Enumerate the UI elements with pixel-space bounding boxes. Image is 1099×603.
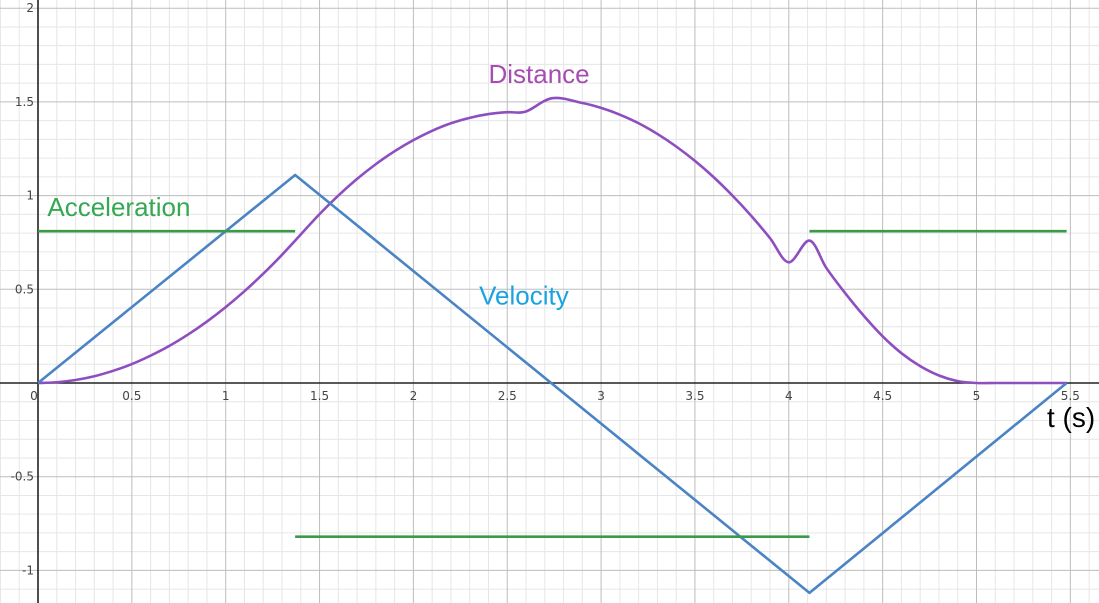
x-axis-title: t (s) xyxy=(1047,402,1095,433)
y-tick-label: 0.5 xyxy=(15,282,34,296)
y-tick-label: 1.5 xyxy=(15,95,34,109)
series-labels: Distance Velocity Acceleration xyxy=(47,59,589,310)
x-tick-label: 3 xyxy=(597,389,605,403)
y-tick-label: 1 xyxy=(26,189,34,203)
x-tick-label: 4 xyxy=(785,389,793,403)
x-tick-label: 4.5 xyxy=(873,389,892,403)
x-tick-label: 2.5 xyxy=(498,389,517,403)
velocity-line xyxy=(37,173,1068,595)
x-tick-label: 3.5 xyxy=(685,389,704,403)
y-tick-label: -0.5 xyxy=(11,470,34,484)
acceleration-label: Acceleration xyxy=(47,192,190,222)
x-tick-label: 1 xyxy=(222,389,230,403)
x-tick-label: 5.5 xyxy=(1061,389,1080,403)
x-tick-label: 0 xyxy=(30,389,38,403)
x-tick-label: 1.5 xyxy=(310,389,329,403)
x-tick-label: 0.5 xyxy=(122,389,141,403)
y-tick-label: -1 xyxy=(22,563,34,577)
y-tick-label: 2 xyxy=(26,1,34,15)
x-tick-label: 2 xyxy=(410,389,418,403)
tick-labels: 0 0.5 1 1.5 2 2.5 3 3.5 4 4.5 5 5.5 -1 -0.5 0.5 1 1.5 2 xyxy=(11,1,1080,577)
distance-line xyxy=(37,96,1067,385)
series-layer xyxy=(37,96,1068,595)
distance-label: Distance xyxy=(488,59,589,89)
x-tick-label: 5 xyxy=(973,389,981,403)
velocity-label: Velocity xyxy=(479,280,569,310)
